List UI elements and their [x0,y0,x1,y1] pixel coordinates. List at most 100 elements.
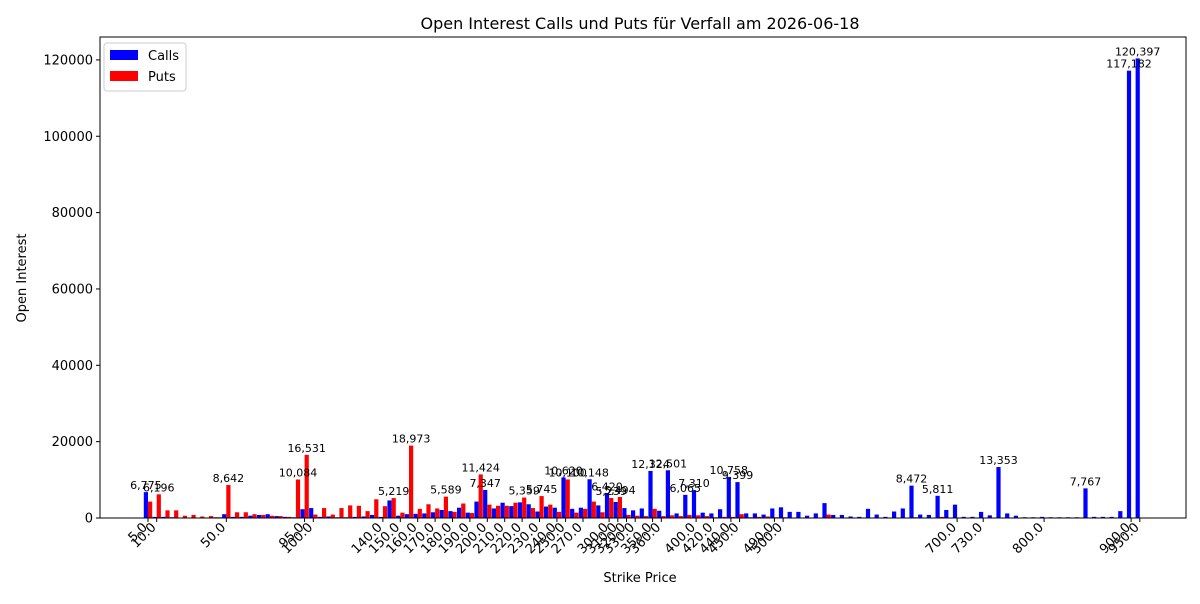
call-bar [727,477,731,518]
call-bar [222,514,226,518]
y-tick-label: 120000 [43,53,93,68]
put-bar [339,508,343,518]
call-bar [901,508,905,518]
call-bar [144,492,148,518]
call-bar [709,513,713,518]
call-bar [1136,58,1140,518]
call-bar [414,514,418,518]
call-bar [675,513,679,518]
call-bar [822,503,826,518]
put-value-label: 10,084 [279,467,318,480]
put-bar [392,498,396,518]
call-bar [483,490,487,518]
call-bar [422,513,426,518]
call-value-label: 7,310 [678,477,710,490]
put-value-label: 5,219 [378,485,410,498]
call-bar [1118,511,1122,518]
call-bar [875,515,879,518]
call-bar [553,508,557,518]
put-bar [348,505,352,518]
call-bar [979,512,983,518]
call-value-label: 117,182 [1106,58,1152,71]
put-bar [461,503,465,518]
put-bar [148,502,152,518]
x-axis-label: Strike Price [603,571,676,586]
put-value-label: 11,424 [461,461,500,474]
call-bar [405,514,409,518]
put-bar [453,512,457,518]
call-bar [936,496,940,518]
y-tick-label: 40000 [52,359,93,374]
y-tick-label: 0 [85,512,93,527]
legend-label: Puts [148,70,176,85]
call-bar [387,500,391,518]
call-bar [953,505,957,518]
put-bar [470,513,474,518]
put-bar [357,506,361,518]
put-bar [305,455,309,518]
call-bar [770,508,774,518]
call-bar [866,509,870,518]
put-bar [366,511,370,518]
legend-swatch [110,50,138,60]
call-value-label: 5,811 [922,483,954,496]
put-bar [444,497,448,518]
call-bar [544,507,548,518]
put-bar [313,515,317,518]
call-bar [474,502,478,518]
put-bar [174,510,178,518]
put-bar [600,512,604,518]
call-bar [718,509,722,518]
put-bar [409,446,413,518]
put-bar [583,509,587,518]
call-bar [796,512,800,518]
plot-frame [100,37,1186,518]
put-bar [505,506,509,518]
call-bar [701,513,705,518]
call-bar [779,507,783,518]
put-bar [827,515,831,518]
call-value-label: 120,397 [1115,45,1161,58]
call-value-label: 7,767 [1070,475,1102,488]
call-bar [1005,513,1009,518]
put-bar [548,505,552,518]
y-tick-label: 60000 [52,282,93,297]
call-bar [640,508,644,518]
put-bar [331,515,335,518]
call-bar [579,508,583,518]
call-bar [683,495,687,518]
put-bar [296,480,300,518]
put-bar [740,514,744,518]
call-bar [996,467,1000,518]
call-bar [944,510,948,518]
call-bar [648,471,652,518]
put-value-label: 5,589 [430,484,462,497]
call-bar [744,513,748,518]
y-tick-label: 20000 [52,435,93,450]
call-bar [762,515,766,518]
call-value-label: 10,148 [570,466,609,479]
x-tick-label: 800.0 [1010,520,1047,557]
call-bar [535,512,539,518]
put-bar [374,499,378,518]
call-bar [614,502,618,518]
call-bar [735,482,739,518]
put-bar [609,498,613,518]
put-bar [487,505,491,518]
x-tick-label: 50.0 [198,520,229,551]
call-value-label: 13,353 [979,454,1018,467]
put-bar [418,509,422,518]
call-bar [753,513,757,518]
put-value-label: 5,745 [526,483,558,496]
call-bar [631,510,635,518]
put-bar [252,514,256,518]
chart-title: Open Interest Calls und Puts für Verfall… [420,14,859,33]
put-bar [157,494,161,518]
call-bar [309,508,313,518]
call-bar [788,512,792,518]
put-bar [618,497,622,518]
put-bar [165,510,169,518]
